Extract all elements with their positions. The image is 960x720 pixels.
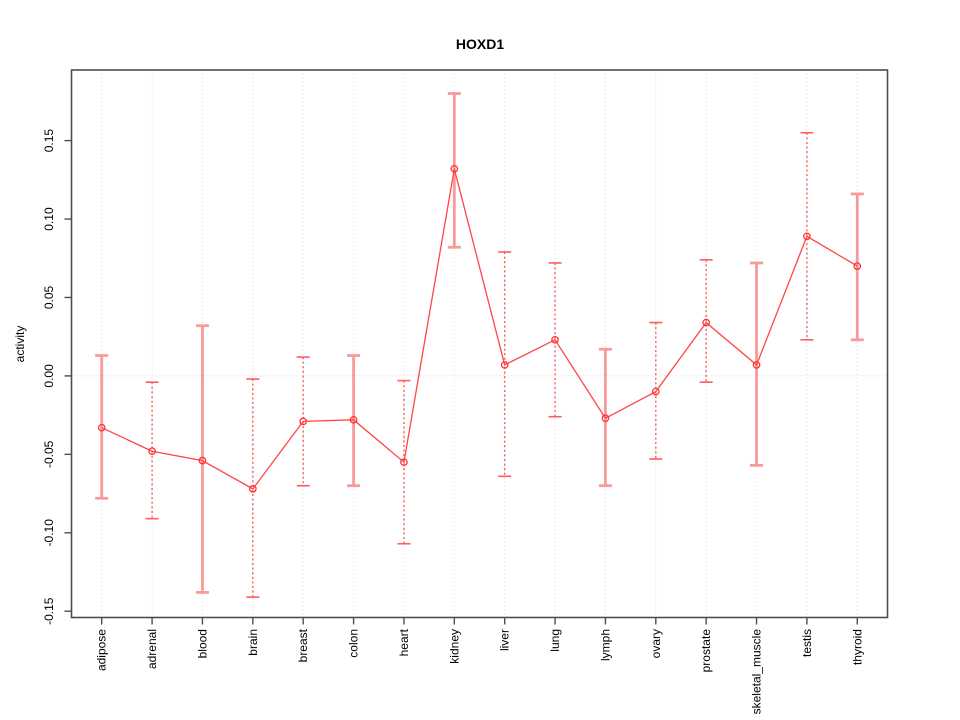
- data-point: [853, 262, 862, 270]
- data-point: [450, 164, 459, 173]
- x-tick-label: lung: [548, 629, 562, 652]
- data-point: [400, 458, 408, 467]
- x-tick-label: breast: [296, 628, 310, 662]
- y-tick-label: 0.10: [42, 207, 56, 231]
- x-tick-label: ovary: [649, 629, 663, 658]
- data-point: [500, 361, 509, 369]
- chart-title: HOXD1: [455, 36, 505, 52]
- data-point: [349, 415, 358, 424]
- data-point: [248, 485, 257, 493]
- x-tick-label: colon: [347, 629, 361, 658]
- x-tick-label: adrenal: [145, 629, 159, 669]
- data-point: [299, 417, 308, 426]
- data-point: [601, 414, 610, 423]
- y-tick-label: 0.15: [42, 129, 56, 153]
- data-point: [551, 335, 559, 344]
- data-point: [97, 423, 106, 432]
- y-tick-label: 0.00: [42, 364, 56, 388]
- x-tick-label: skeletal_muscle: [750, 629, 764, 715]
- y-tick-label: -0.05: [42, 440, 56, 468]
- x-tick-label: blood: [195, 629, 209, 658]
- y-tick-label: -0.15: [42, 597, 56, 625]
- data-point: [198, 456, 207, 465]
- x-tick-label: adipose: [95, 629, 109, 671]
- x-tick-label: kidney: [447, 629, 461, 664]
- x-tick-label: liver: [498, 629, 512, 651]
- x-tick-label: prostate: [699, 629, 713, 673]
- plot-border: [70, 69, 889, 619]
- data-point: [752, 361, 761, 369]
- x-tick-label: testis: [800, 629, 814, 657]
- x-tick-label: heart: [397, 628, 411, 656]
- x-tick-label: lymph: [598, 629, 612, 661]
- data-point: [148, 447, 156, 456]
- y-tick-label: -0.10: [42, 519, 56, 547]
- data-point: [803, 232, 811, 241]
- series-line: [101, 168, 858, 490]
- x-tick-label: thyroid: [850, 629, 864, 665]
- y-tick-label: 0.05: [42, 285, 56, 309]
- data-point: [651, 387, 660, 396]
- data-point: [702, 318, 711, 327]
- x-tick-label: brain: [246, 629, 260, 656]
